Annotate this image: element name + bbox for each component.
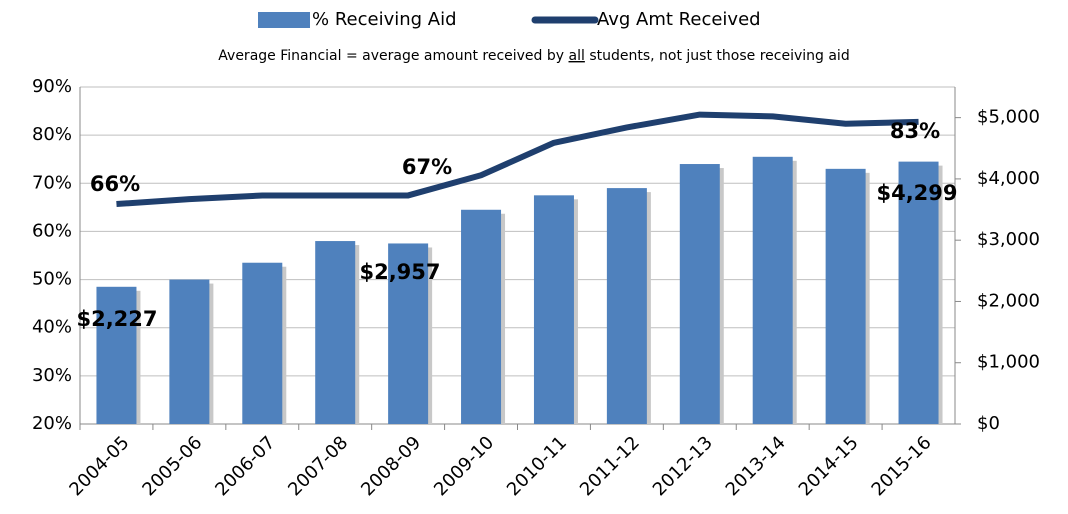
y2-tick-label: $1,000 <box>977 352 1040 373</box>
y2-tick-label: $3,000 <box>977 229 1040 250</box>
bar <box>898 161 939 424</box>
subtitle-part: Average Financial = average amount recei… <box>218 48 568 64</box>
legend-swatch <box>258 12 310 28</box>
legend-label: % Receiving Aid <box>312 9 457 30</box>
y-tick-label: 70% <box>32 172 72 193</box>
y2-tick-label: $0 <box>977 413 1000 434</box>
y-tick-label: 40% <box>32 317 72 338</box>
y-tick-label: 30% <box>32 365 72 386</box>
bar <box>825 168 866 424</box>
subtitle: Average Financial = average amount recei… <box>218 48 849 64</box>
bar <box>315 241 356 424</box>
x-tick-label: 2006-07 <box>211 432 279 500</box>
subtitle-part: all <box>569 48 585 64</box>
legend-label: Avg Amt Received <box>597 9 761 30</box>
annotation: $2,957 <box>359 260 440 284</box>
y2-tick-label: $5,000 <box>977 107 1040 128</box>
bar <box>752 156 793 425</box>
x-tick-label: 2013-14 <box>722 432 790 500</box>
y2-tick-label: $2,000 <box>977 290 1040 311</box>
y-tick-label: 90% <box>32 76 72 97</box>
x-tick-label: 2004-05 <box>65 432 133 500</box>
x-tick-label: 2009-10 <box>430 432 498 500</box>
annotation: 66% <box>90 172 140 196</box>
x-tick-label: 2012-13 <box>649 432 717 500</box>
bar <box>169 279 210 424</box>
annotation: 83% <box>890 119 940 143</box>
bar <box>533 195 574 424</box>
x-tick-label: 2007-08 <box>284 432 352 500</box>
subtitle-part: students, not just those receiving aid <box>585 48 850 64</box>
x-tick-label: 2008-09 <box>357 432 425 500</box>
annotation: 67% <box>402 155 452 179</box>
bar <box>461 209 502 424</box>
y-tick-label: 50% <box>32 269 72 290</box>
y-tick-label: 80% <box>32 124 72 145</box>
y-tick-label: 60% <box>32 220 72 241</box>
bar <box>679 164 720 424</box>
x-tick-label: 2005-06 <box>138 432 206 500</box>
annotation: $2,227 <box>76 307 157 331</box>
x-tick-label: 2015-16 <box>868 432 936 500</box>
x-tick-label: 2010-11 <box>503 432 571 500</box>
x-tick-label: 2014-15 <box>795 432 863 500</box>
bar <box>606 188 647 424</box>
y-tick-label: 20% <box>32 413 72 434</box>
bar <box>388 243 429 424</box>
line <box>116 111 919 208</box>
x-tick-label: 2011-12 <box>576 432 644 500</box>
bar <box>242 262 283 424</box>
bar <box>96 286 137 424</box>
annotation: $4,299 <box>876 181 957 205</box>
y2-tick-label: $4,000 <box>977 168 1040 189</box>
